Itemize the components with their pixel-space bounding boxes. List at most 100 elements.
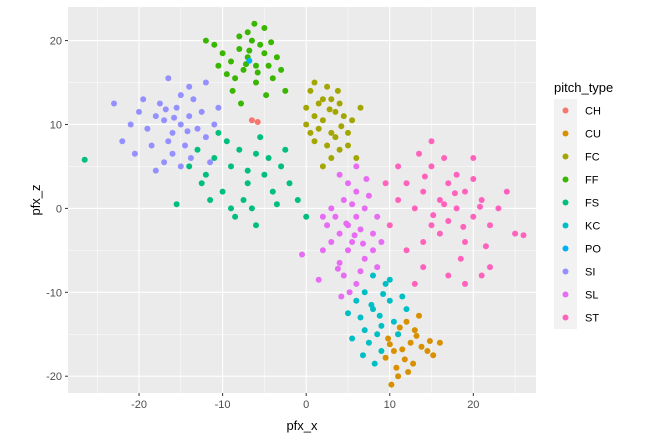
point-cu (393, 364, 400, 371)
point-fs (194, 146, 201, 153)
point-kc (361, 327, 368, 334)
point-st (445, 218, 452, 224)
point-fc (303, 121, 310, 128)
point-sl (353, 163, 360, 170)
point-fs (282, 146, 289, 153)
point-fs (228, 163, 234, 170)
point-st (428, 163, 435, 170)
point-sl (299, 251, 305, 258)
point-kc (376, 312, 383, 319)
point-sl (361, 255, 368, 262)
point-sl (374, 264, 381, 271)
point-st (411, 280, 418, 287)
point-fc (328, 155, 335, 161)
point-sl (357, 268, 364, 275)
point-fc (332, 108, 339, 115)
point-si (152, 113, 159, 120)
point-st (478, 272, 485, 279)
point-si (169, 129, 176, 136)
point-fc (345, 129, 351, 136)
point-st (430, 212, 437, 219)
data-points (81, 20, 527, 388)
point-fc (349, 117, 356, 124)
point-st (462, 239, 468, 245)
point-st (395, 163, 402, 170)
point-si (165, 75, 172, 82)
point-si (177, 163, 184, 170)
point-si (140, 96, 147, 103)
point-fs (244, 167, 251, 174)
point-si (152, 167, 159, 174)
point-si (171, 114, 178, 121)
point-kc (386, 276, 393, 283)
point-st (411, 205, 418, 212)
point-fs (202, 171, 209, 178)
legend-label: CU (585, 129, 601, 141)
point-st (487, 264, 493, 271)
point-si (131, 150, 138, 157)
point-si (202, 134, 209, 141)
point-kc (353, 297, 360, 304)
point-po (246, 57, 253, 64)
point-fc (324, 142, 331, 149)
point-si (186, 83, 193, 90)
point-si (177, 92, 184, 99)
point-sl (349, 239, 356, 245)
point-si (156, 100, 163, 107)
point-st (420, 188, 427, 195)
legend-label: PO (585, 244, 601, 256)
point-ff (229, 87, 236, 94)
point-ch (254, 119, 261, 125)
point-si (111, 100, 117, 107)
point-sl (319, 213, 326, 220)
point-st (453, 171, 460, 178)
point-ff (240, 66, 247, 73)
point-si (194, 125, 201, 132)
point-kc (370, 272, 376, 279)
point-st (420, 264, 427, 271)
point-cu (410, 360, 417, 367)
point-st (445, 272, 452, 279)
point-fc (353, 155, 360, 161)
point-cu (405, 369, 412, 375)
point-st (462, 188, 468, 195)
x-tick-label: 0 (303, 399, 309, 411)
point-fc (319, 117, 326, 124)
point-cu (403, 318, 410, 325)
point-kc (378, 348, 385, 354)
point-ff (202, 37, 209, 44)
point-st (503, 188, 510, 195)
point-fc (336, 146, 343, 153)
point-cu (413, 332, 420, 339)
point-si (161, 117, 168, 124)
point-kc (380, 291, 387, 297)
point-sl (343, 220, 350, 227)
point-fc (315, 100, 322, 107)
point-cu (424, 348, 431, 354)
legend-key-point (562, 176, 569, 183)
point-si (211, 121, 218, 128)
point-sl (332, 213, 339, 220)
point-ff (253, 79, 259, 86)
point-ff (282, 87, 289, 94)
point-ch (248, 117, 255, 124)
x-axis-ticks: -20 -10 0 10 20 (131, 393, 479, 411)
point-si (202, 79, 209, 86)
point-fs (81, 156, 88, 163)
point-si (187, 155, 194, 161)
point-sl (374, 213, 381, 220)
point-kc (378, 322, 385, 329)
point-st (403, 180, 410, 187)
point-ff (265, 62, 272, 69)
point-fc (311, 79, 318, 86)
point-fs (207, 197, 214, 203)
point-si (148, 142, 155, 149)
point-fc (311, 113, 318, 120)
y-tick-label: 10 (50, 119, 62, 131)
point-fc (340, 113, 347, 120)
point-ff (268, 39, 275, 46)
point-st (428, 138, 435, 145)
point-st (421, 173, 428, 180)
point-kc (395, 331, 402, 338)
point-sl (370, 247, 376, 254)
